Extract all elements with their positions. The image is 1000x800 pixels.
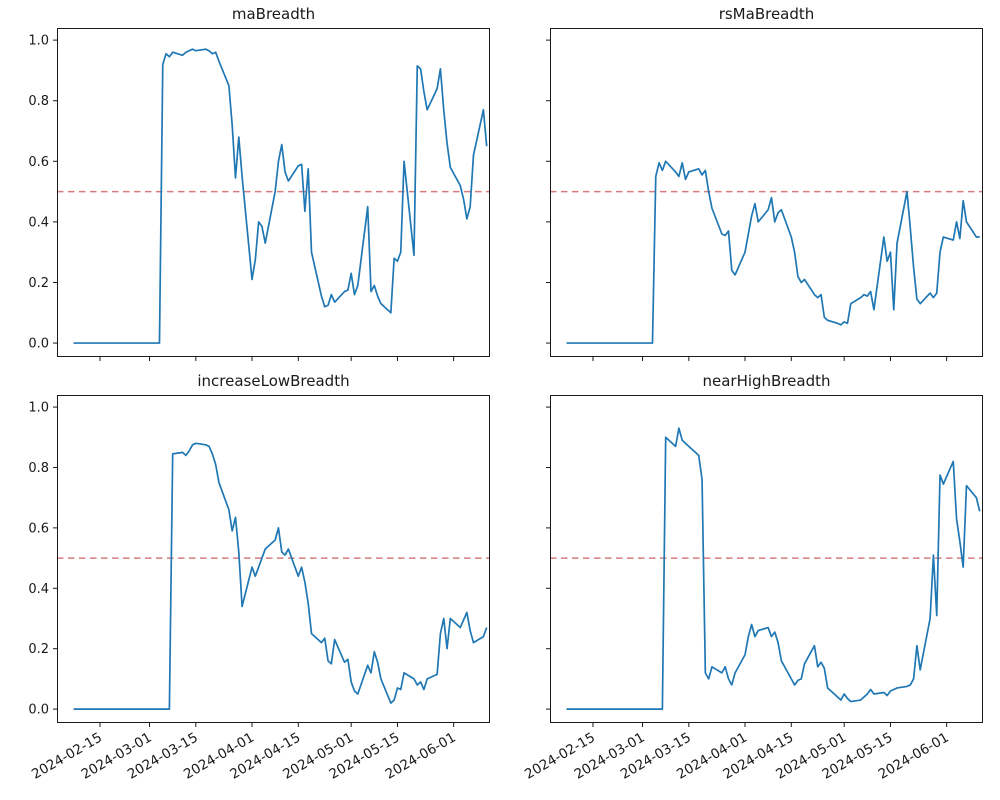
axes-spines — [550, 395, 983, 723]
chart-canvas-maBreadth: 0.0 0.2 0.4 0.6 0.8 1.0 — [28, 28, 490, 361]
y-tick-label: 0.0 — [28, 703, 49, 718]
subplot-increaseLowBreadth: increaseLowBreadth 2024-02-15 2024-03-01 2… — [28, 372, 490, 783]
subplot-nearHighBreadth: nearHighBreadth 2024-02-15 2024-03-01 2024… — [522, 372, 983, 783]
subplot-title-maBreadth: maBreadth — [231, 5, 316, 23]
series-line-maBreadth — [73, 48, 488, 344]
series-line-increaseLowBreadth — [73, 442, 488, 710]
series-line-rsMaBreadth — [566, 160, 980, 344]
axes-spines — [550, 28, 983, 357]
y-tick-label: 1.0 — [28, 34, 49, 49]
series-line-nearHighBreadth — [566, 427, 981, 710]
subplot-maBreadth: maBreadth 0.0 0.2 0.4 0.6 0.8 1.0 — [28, 5, 490, 361]
axes-spines — [57, 28, 490, 357]
y-tick-label: 0.0 — [28, 337, 49, 352]
subplot-rsMaBreadth: rsMaBreadth — [546, 5, 983, 361]
chart-canvas-nearHighBreadth: 2024-02-152024-03-012024-03-152024-04-01… — [522, 395, 983, 783]
y-tick-label: 1.0 — [28, 401, 49, 416]
y-tick-label: 0.6 — [28, 155, 49, 170]
chart-canvas-increaseLowBreadth: 2024-02-152024-03-012024-03-152024-04-01… — [28, 395, 490, 783]
subplot-title-rsMaBreadth: rsMaBreadth — [718, 5, 815, 23]
y-tick-label: 0.4 — [28, 215, 49, 230]
y-tick-label: 0.2 — [28, 276, 49, 291]
y-tick-label: 0.4 — [28, 582, 49, 597]
y-tick-label: 0.8 — [28, 461, 49, 476]
subplot-title-nearHighBreadth: nearHighBreadth — [702, 372, 831, 390]
y-tick-label: 0.8 — [28, 94, 49, 109]
axes-spines — [57, 395, 490, 723]
chart-canvas-rsMaBreadth — [546, 28, 983, 361]
y-tick-label: 0.6 — [28, 521, 49, 536]
y-tick-label: 0.2 — [28, 642, 49, 657]
subplot-title-increaseLowBreadth: increaseLowBreadth — [197, 372, 350, 390]
